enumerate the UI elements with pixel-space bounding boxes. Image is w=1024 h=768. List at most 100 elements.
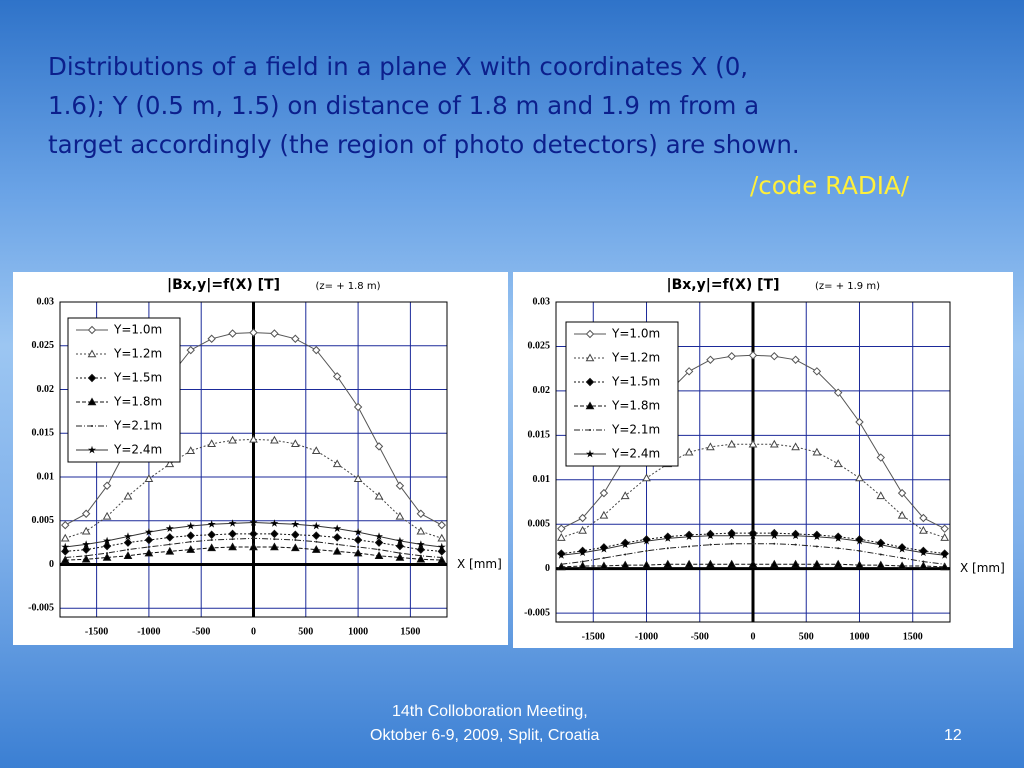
marker	[685, 532, 694, 541]
legend-label: Y=1.2m	[611, 351, 660, 365]
y-tick-label: -0.005	[524, 607, 550, 618]
marker	[311, 446, 321, 455]
marker	[602, 557, 605, 559]
marker	[922, 560, 925, 563]
marker	[940, 551, 949, 559]
marker	[81, 545, 91, 554]
marker	[709, 543, 712, 546]
y-tick-label: 0.02	[533, 385, 551, 396]
marker	[168, 543, 171, 546]
marker	[624, 553, 627, 556]
marker	[102, 541, 112, 551]
legend-label: Y=2.4m	[113, 443, 162, 457]
marker	[333, 524, 342, 532]
marker	[599, 561, 609, 570]
marker	[378, 548, 381, 551]
legend-label: Y=1.0m	[611, 327, 660, 341]
marker	[336, 543, 339, 546]
marker	[599, 510, 609, 519]
y-tick-label: 0.005	[528, 519, 551, 530]
legend-label: Y=1.5m	[113, 371, 162, 385]
marker	[81, 509, 91, 518]
marker	[416, 526, 426, 535]
marker	[621, 540, 630, 549]
marker	[231, 538, 234, 541]
slide-title-line: 1.6); Y (0.5 m, 1.5) on distance of 1.8 …	[48, 91, 760, 120]
marker	[395, 541, 405, 551]
marker	[332, 546, 342, 555]
marker	[919, 561, 928, 570]
marker	[642, 536, 651, 545]
marker	[124, 532, 132, 540]
marker	[60, 533, 70, 542]
marker	[270, 519, 279, 527]
marker	[557, 524, 566, 533]
marker	[416, 509, 426, 518]
legend-box	[565, 321, 679, 467]
y-tick-label: -0.005	[28, 603, 54, 614]
footer-line: 14th Colloboration Meeting,	[392, 703, 588, 720]
marker	[374, 551, 384, 560]
y-tick-label: 0	[545, 563, 550, 574]
x-tick-label: -1000	[635, 631, 658, 642]
marker	[126, 548, 129, 551]
x-tick-label: 1000	[849, 631, 869, 642]
marker	[87, 325, 97, 335]
marker	[876, 491, 886, 500]
marker	[270, 435, 279, 444]
marker	[748, 559, 758, 568]
marker	[585, 353, 595, 362]
marker	[812, 447, 822, 456]
marker	[186, 521, 195, 530]
marker	[556, 562, 566, 571]
marker	[599, 544, 608, 553]
marker	[727, 531, 736, 540]
legend-label: Y=1.5m	[611, 375, 660, 389]
marker	[144, 535, 154, 545]
marker	[249, 328, 258, 337]
footer-line: Oktober 6-9, 2009, Split, Croatia	[370, 727, 600, 744]
marker	[123, 491, 133, 500]
y-tick-label: 0.03	[37, 296, 55, 307]
legend-label: Y=2.1m	[113, 419, 162, 433]
marker	[374, 491, 384, 500]
marker	[940, 524, 949, 533]
marker	[252, 537, 255, 540]
y-tick-label: 0.03	[533, 296, 551, 307]
y-tick-label: 0.02	[37, 384, 55, 395]
marker	[876, 540, 885, 549]
marker	[791, 559, 800, 568]
marker	[833, 388, 843, 397]
marker	[186, 345, 195, 355]
marker	[770, 352, 779, 361]
y-tick-label: 0.01	[37, 471, 55, 482]
marker	[589, 429, 591, 431]
legend-label: Y=1.8m	[113, 395, 162, 409]
legend-label: Y=1.2m	[113, 347, 162, 361]
marker	[770, 531, 779, 540]
marker	[416, 545, 426, 554]
marker	[186, 446, 196, 455]
marker	[332, 533, 342, 542]
marker	[102, 511, 112, 520]
marker	[812, 367, 822, 376]
marker	[374, 538, 384, 547]
code-note: /code RADIA/	[750, 171, 910, 200]
y-tick-label: 0.025	[32, 340, 55, 351]
marker	[620, 491, 630, 500]
page-number: 12	[944, 727, 962, 744]
marker	[228, 542, 237, 551]
marker	[876, 453, 885, 462]
marker	[165, 533, 175, 542]
marker	[578, 525, 587, 534]
marker	[834, 534, 843, 542]
marker	[645, 549, 648, 552]
marker	[249, 434, 258, 443]
y-tick-label: 0.025	[528, 341, 551, 352]
marker	[794, 543, 797, 546]
marker	[752, 542, 754, 545]
marker	[581, 560, 584, 563]
marker	[207, 520, 216, 528]
marker	[102, 552, 112, 561]
